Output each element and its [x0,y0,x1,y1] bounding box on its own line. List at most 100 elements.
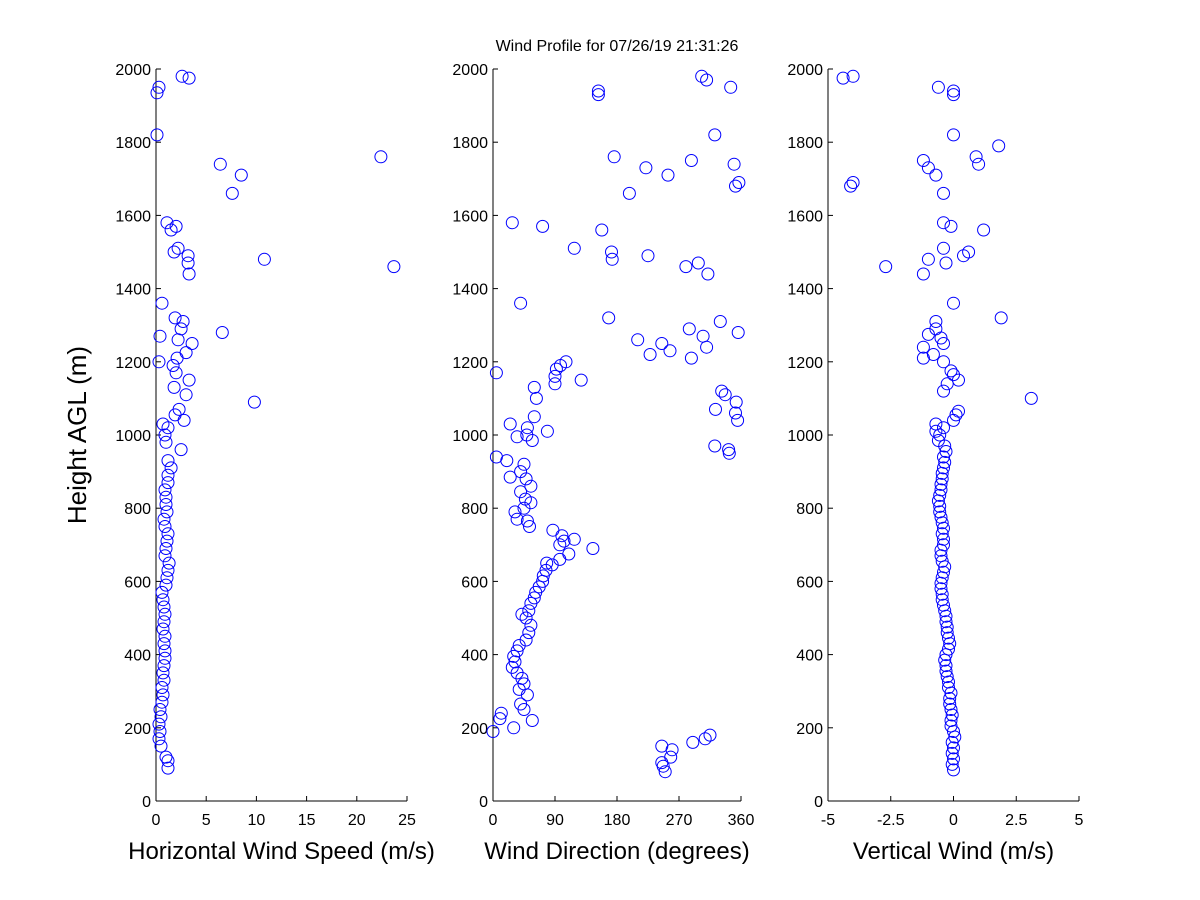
speed-data-point [158,651,172,665]
speed-data-point [171,241,185,255]
vertical-wind-data-point [916,351,930,365]
vertical-wind-data-point [947,368,960,382]
vertical-wind-data-point [942,681,955,694]
speed-data-point [158,483,172,497]
direction-data-point [514,465,528,479]
vertical-wind-data-point [934,582,948,596]
vertical-wind-data-point [935,571,949,585]
vertical-wind-data-point [944,219,958,233]
direction-data-point [548,369,562,383]
speed-data-point [160,216,174,230]
vertical-wind-data-point [994,311,1008,325]
vertical-wind-data-point [947,296,960,310]
direction-y-tick-label: 400 [461,648,488,665]
vertical-wind-y-tick-label: 1200 [787,355,823,372]
speed-data-point [179,388,193,402]
direction-data-point [540,556,554,570]
direction-data-point [519,633,533,647]
vertical-wind-data-point [937,450,950,464]
vertical-wind-y-tick-label: 1400 [787,282,823,299]
vertical-wind-data-point [935,472,949,486]
direction-data-point [700,73,714,87]
direction-data-point [732,176,746,189]
vertical-wind-data-point [947,763,960,777]
direction-data-point [510,430,524,444]
vertical-wind-data-point [931,434,945,447]
speed-data-point [156,417,170,431]
direction-data-point [567,241,581,255]
vertical-wind-data-point [916,154,930,167]
direction-data-point [553,538,567,552]
speed-x-tick-label: 25 [398,812,416,829]
speed-data-point [156,666,170,680]
vertical-wind-x-tick-label: -5 [821,812,835,829]
direction-data-point [520,514,534,528]
vertical-wind-y-tick-label: 400 [796,648,823,665]
direction-data-point [722,443,736,457]
speed-data-point [159,490,173,504]
vertical-wind-data-point [937,532,950,546]
direction-x-tick-label: 270 [666,812,693,829]
direction-data-point [505,216,519,230]
direction-data-point [510,512,524,526]
direction-data-point [489,450,503,464]
speed-data-point [160,505,174,519]
vertical-wind-data-point [929,315,943,328]
speed-panel: 0 200 400 600 800 1000 1200 1400 1600 1800 2000 0 5 1… [115,62,434,865]
speed-y-tick-label: 400 [124,648,151,665]
vertical-wind-data-point [962,245,976,259]
speed-x-tick-label: 20 [348,812,366,829]
speed-data-point [160,571,174,585]
direction-data-point [525,714,539,727]
speed-data-point [153,703,167,716]
speed-data-point [185,337,199,350]
vertical-wind-data-point [933,499,947,513]
speed-data-point [156,688,170,702]
speed-data-point [161,761,175,775]
speed-data-point [158,607,172,621]
direction-data-point [663,344,677,358]
speed-y-tick-label: 1400 [115,282,151,299]
speed-data-point [152,732,166,746]
speed-data-point [176,315,190,328]
direction-data-point [574,373,588,387]
direction-data-point [708,439,722,453]
vertical-wind-data-point [934,576,948,590]
direction-data-point [696,329,710,343]
vertical-wind-data-point [937,421,950,435]
direction-data-point [695,69,709,83]
direction-data-point [586,542,600,555]
direction-data-point [546,523,560,537]
speed-y-tick-label: 1200 [115,355,151,372]
vertical-wind-data-point [921,252,935,266]
direction-data-point [679,260,693,274]
speed-data-point [162,556,176,570]
speed-data-point [158,520,172,533]
direction-y-tick-label: 1400 [452,282,488,299]
direction-data-point [494,706,508,720]
vertical-wind-data-point [844,179,858,193]
vertical-wind-data-point [942,675,955,689]
speed-data-point [169,366,183,380]
direction-data-point [508,655,522,669]
vertical-wind-data-point [879,260,893,274]
direction-data-point [661,168,675,182]
vertical-wind-data-point [938,455,952,469]
speed-data-point [161,454,175,468]
vertical-wind-data-point [929,424,943,438]
direction-y-tick-label: 2000 [452,62,488,79]
direction-data-point [727,157,741,171]
vertical-wind-data-point [846,69,860,83]
vertical-wind-data-point [939,256,953,270]
direction-data-point [493,712,507,726]
speed-y-tick-label: 200 [124,721,151,738]
speed-data-point [157,673,171,687]
vertical-wind-data-point [929,168,943,182]
speed-data-point [156,593,170,607]
vertical-wind-data-point [942,642,955,656]
direction-data-point [540,424,554,438]
speed-y-tick-label: 1600 [115,208,151,225]
speed-data-point [152,80,166,94]
speed-data-point [159,542,173,555]
